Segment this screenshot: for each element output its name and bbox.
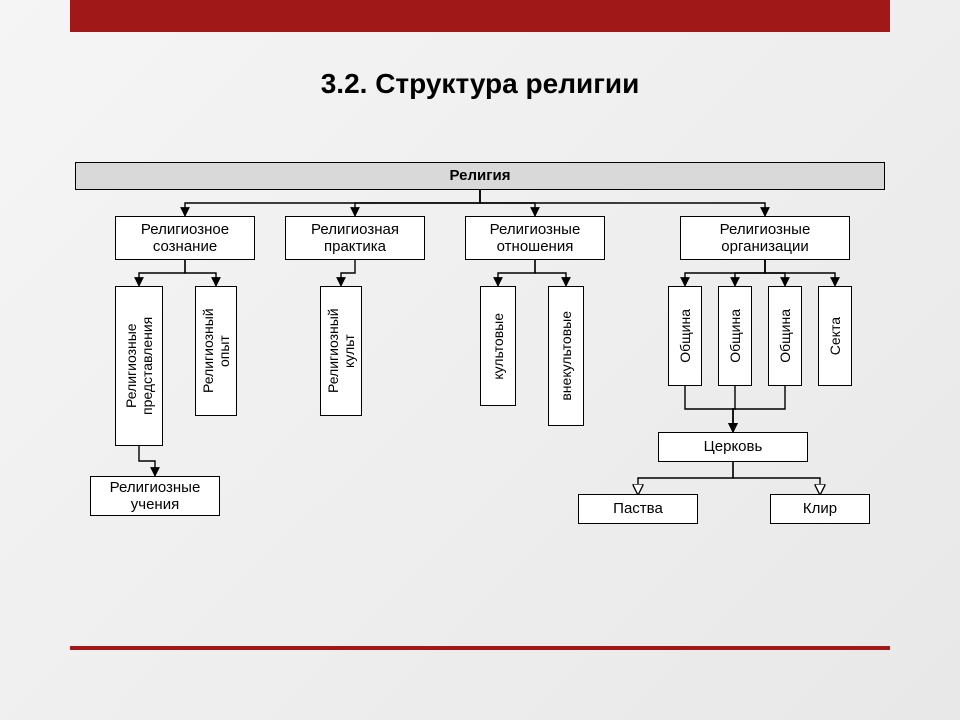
edge-church-klir [733, 462, 820, 494]
node-c3: Религиозные отношения [465, 216, 605, 260]
edge-c3-c3a [498, 260, 535, 286]
edge-c4a-church [685, 386, 733, 432]
node-c2a: Религиозный культ [320, 286, 362, 416]
node-c4c: Община [768, 286, 802, 386]
node-c3b: внекультовые [548, 286, 584, 426]
node-c4b: Община [718, 286, 752, 386]
slide-title: 3.2. Структура религии [321, 68, 640, 100]
node-c3a: культовые [480, 286, 516, 406]
node-klir: Клир [770, 494, 870, 524]
edge-c3-c3b [535, 260, 566, 286]
node-c4a: Община [668, 286, 702, 386]
node-c2: Религиозная практика [285, 216, 425, 260]
edge-c4-c4b [735, 260, 765, 286]
top-accent-bar [70, 0, 890, 32]
node-c1: Религиозное сознание [115, 216, 255, 260]
node-c1a: Религиозные представления [115, 286, 163, 446]
node-root: Религия [75, 162, 885, 190]
node-c1a1: Религиозные учения [90, 476, 220, 516]
edge-root-c2 [355, 190, 480, 216]
edge-root-c1 [185, 190, 480, 216]
node-c4d: Секта [818, 286, 852, 386]
edge-church-pastva [638, 462, 733, 494]
node-c1b: Религиозный опыт [195, 286, 237, 416]
edge-c1-c1a [139, 260, 185, 286]
edge-c4-c4d [765, 260, 835, 286]
edge-c4b-church [733, 386, 735, 432]
edge-root-c3 [480, 190, 535, 216]
edge-c4c-church [733, 386, 785, 432]
edge-c2-c2a [341, 260, 355, 286]
edge-c1a-c1a1 [139, 446, 155, 476]
bottom-accent-bar [70, 646, 890, 650]
slide-canvas: 3.2. Структура религии Религия Религиозно… [0, 0, 960, 720]
edge-root-c4 [480, 190, 765, 216]
node-church: Церковь [658, 432, 808, 462]
edge-c1-c1b [185, 260, 216, 286]
node-pastva: Паства [578, 494, 698, 524]
edge-c4-c4c [765, 260, 785, 286]
node-c4: Религиозные организации [680, 216, 850, 260]
edge-c4-c4a [685, 260, 765, 286]
